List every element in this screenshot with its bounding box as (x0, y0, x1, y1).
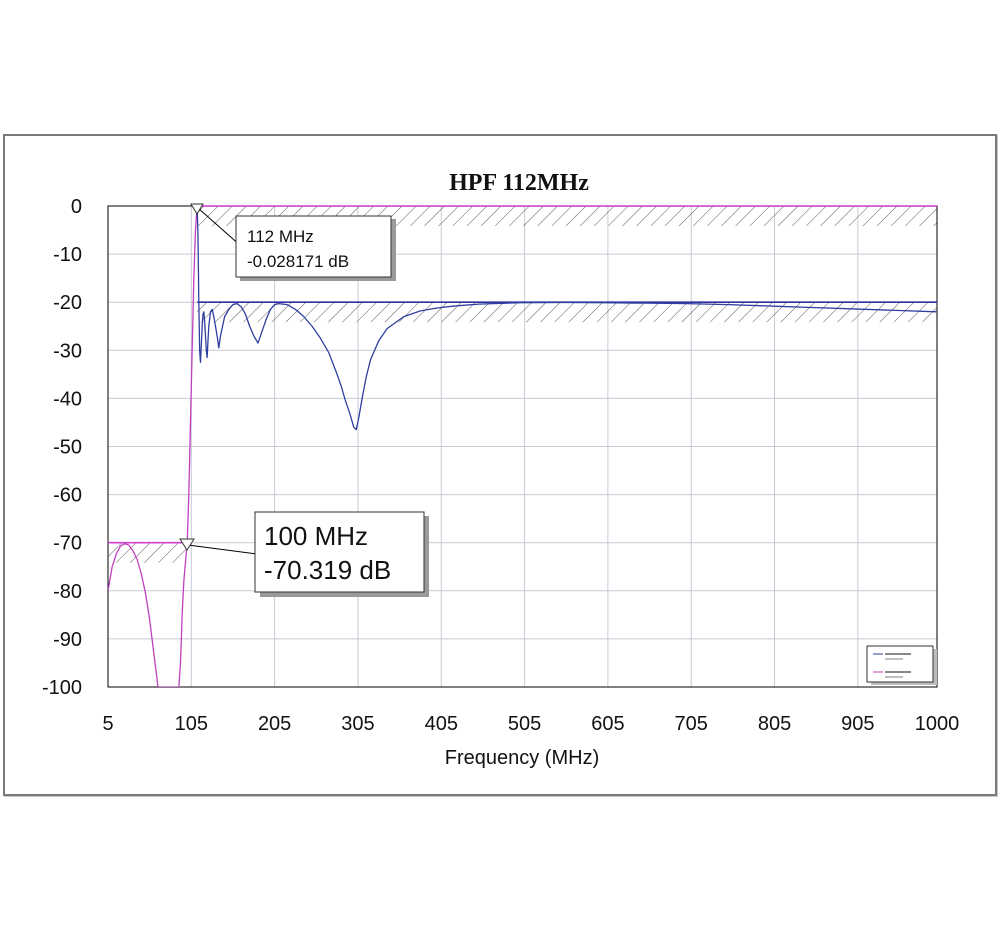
y-tick-label: -30 (53, 340, 82, 362)
marker-1-value: -0.028171 dB (247, 252, 349, 271)
y-tick-label: -100 (42, 677, 82, 699)
chart-frame: HPF 112MHz 0 -10 -20 -30 -40 -50 -60 -70 -80 -90 -… (3, 134, 997, 796)
x-tick-label: 805 (758, 713, 791, 735)
x-tick-label: 205 (258, 713, 291, 735)
x-tick-label: 705 (675, 713, 708, 735)
y-tick-label: -60 (53, 485, 82, 507)
limit-lines (108, 205, 937, 563)
hpf-chart: HPF 112MHz 0 -10 -20 -30 -40 -50 -60 -70 -80 -90 -… (42, 170, 959, 769)
data-series (108, 206, 937, 687)
series-line-1 (108, 206, 937, 687)
x-tick-label: 105 (175, 713, 208, 735)
x-tick-label: 305 (341, 713, 374, 735)
x-tick-label: 405 (425, 713, 458, 735)
y-tick-label: -70 (53, 533, 82, 555)
x-axis-label: Frequency (MHz) (445, 747, 599, 769)
y-tick-label: -40 (53, 388, 82, 410)
marker-1-box (235, 215, 392, 278)
marker-1-leader (197, 207, 243, 248)
x-tick-label: 605 (591, 713, 624, 735)
y-axis-ticks: 0 -10 -20 -30 -40 -50 -60 -70 -80 -90 -100 (42, 196, 82, 699)
marker-2-leader (187, 544, 258, 555)
series-line-2 (196, 207, 937, 431)
limit-hatch (108, 542, 188, 563)
x-tick-label: 505 (508, 713, 541, 735)
x-tick-label: 1000 (915, 713, 960, 735)
limit-hatch (197, 302, 937, 323)
y-tick-label: -80 (53, 581, 82, 603)
y-tick-label: -50 (53, 437, 82, 459)
marker-2-triangle (179, 538, 195, 551)
x-tick-label: 5 (102, 713, 113, 735)
plot-grid (108, 206, 937, 687)
marker-2-value: -70.319 dB (264, 555, 391, 585)
legend (866, 645, 937, 685)
y-tick-label: 0 (71, 196, 82, 218)
x-axis-ticks: 5 105 205 305 405 505 605 705 805 905 1000 (102, 713, 959, 735)
marker-2-freq: 100 MHz (264, 521, 368, 551)
x-tick-label: 905 (841, 713, 874, 735)
y-tick-label: -10 (53, 244, 82, 266)
marker-1-freq: 112 MHz (247, 227, 314, 246)
marker-1-triangle (190, 203, 204, 215)
chart-title: HPF 112MHz (449, 170, 589, 196)
marker-2-box (254, 511, 425, 593)
y-tick-label: -90 (53, 629, 82, 651)
y-tick-label: -20 (53, 292, 82, 314)
